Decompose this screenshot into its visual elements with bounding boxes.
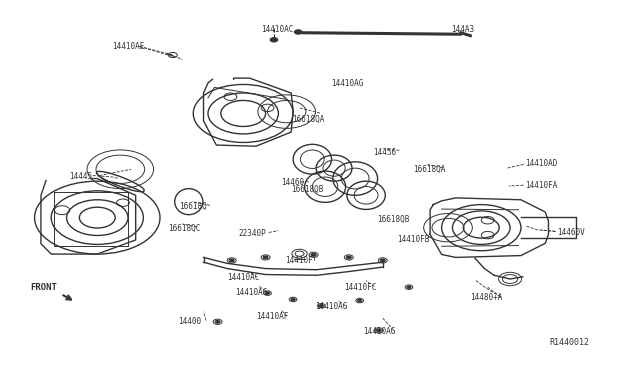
Text: 14410FA: 14410FA [525,182,557,190]
Circle shape [311,253,316,256]
Text: 14445: 14445 [69,172,92,181]
Text: 16618QC: 16618QC [168,224,200,233]
Text: 14410AG: 14410AG [236,288,268,296]
Text: 14460: 14460 [282,178,305,187]
Text: 14410FC: 14410FC [344,283,377,292]
Text: 16618QA: 16618QA [292,115,325,124]
Circle shape [346,256,351,259]
Text: FRONT: FRONT [31,283,58,292]
Text: 14410AG: 14410AG [315,302,348,311]
Text: 16618QB: 16618QB [378,215,410,224]
Text: 16618Q: 16618Q [179,202,207,211]
Circle shape [376,329,381,332]
Circle shape [270,38,278,42]
Circle shape [291,298,295,301]
Text: 14410F: 14410F [285,256,312,265]
Text: 14410AD: 14410AD [525,159,557,168]
Text: 14410AC: 14410AC [261,25,294,34]
Text: 14410FB: 14410FB [397,235,429,244]
Circle shape [229,259,234,262]
Text: 14410AE: 14410AE [112,42,145,51]
Text: R1440012: R1440012 [549,339,589,347]
Circle shape [407,286,411,288]
Circle shape [380,259,385,262]
Text: 14456: 14456 [373,148,396,157]
Text: 16618QB: 16618QB [291,185,324,194]
Circle shape [266,292,269,294]
Circle shape [358,299,362,302]
Circle shape [319,305,323,307]
Text: 14400: 14400 [178,317,201,326]
Circle shape [294,30,302,34]
Text: 144A3: 144A3 [451,25,474,34]
Text: 14410AG: 14410AG [364,327,396,336]
Text: 14410AG: 14410AG [332,79,364,88]
Text: 16618QA: 16618QA [413,165,445,174]
Text: 14410AF: 14410AF [256,312,289,321]
Text: 14460V: 14460V [557,228,584,237]
Circle shape [263,256,268,259]
Text: 22340P: 22340P [238,229,266,238]
Text: 14410AC: 14410AC [227,273,260,282]
Circle shape [215,320,220,323]
Text: 14480+A: 14480+A [470,293,503,302]
